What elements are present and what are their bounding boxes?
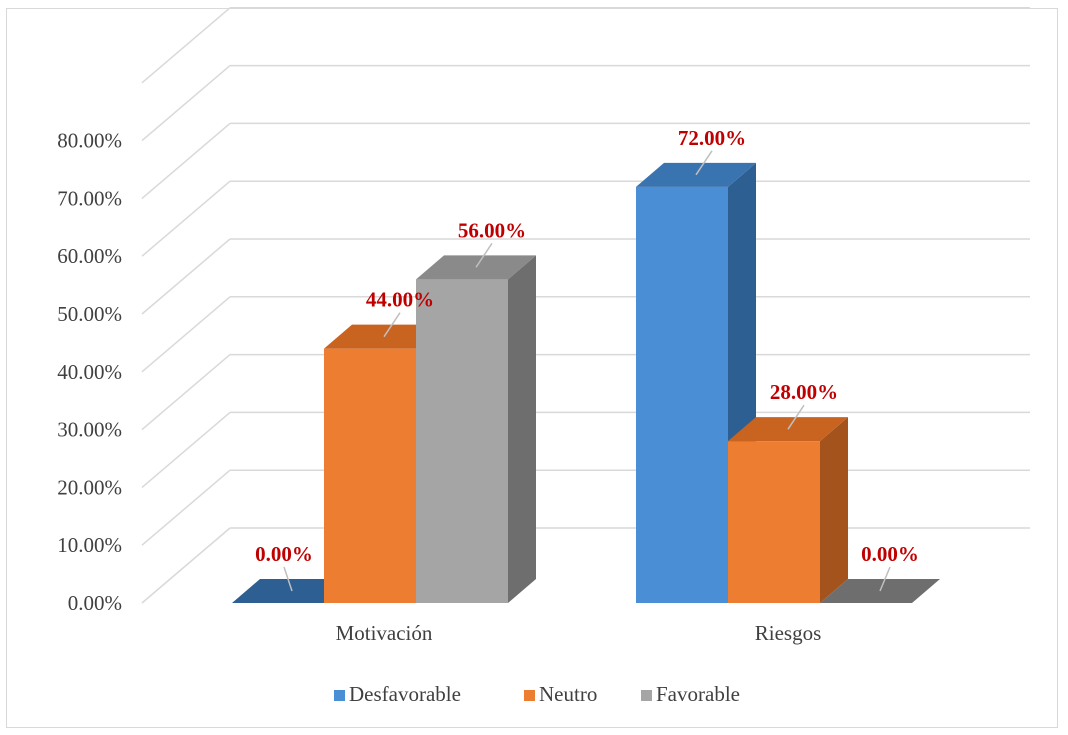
y-tick-label: 20.00%	[57, 475, 122, 499]
data-label: 44.00%	[366, 288, 434, 312]
legend-swatch	[524, 690, 535, 701]
legend-swatch	[641, 690, 652, 701]
bar-side	[820, 417, 848, 603]
x-axis: Motivación Riesgos	[336, 621, 822, 645]
wall-gridline	[141, 7, 231, 84]
bar-neutro-1	[728, 417, 848, 603]
wall-gridline	[141, 527, 231, 604]
bar-front	[324, 348, 416, 603]
data-label: 72.00%	[678, 126, 746, 150]
bars	[232, 162, 940, 603]
leader-line	[879, 566, 891, 592]
leader-line	[695, 150, 713, 176]
bar-favorable-0	[416, 255, 536, 603]
leader-line	[475, 242, 493, 268]
y-axis: 0.00% 10.00% 20.00% 30.00% 40.00% 50.00% 60.00…	[57, 129, 122, 615]
data-label: 56.00%	[458, 218, 526, 242]
legend-item-neutro: Neutro	[524, 682, 597, 706]
y-tick-label: 70.00%	[57, 186, 122, 210]
wall-gridline	[141, 354, 231, 431]
legend-item-desfavorable: Desfavorable	[334, 682, 461, 706]
y-tick-label: 60.00%	[57, 244, 122, 268]
legend-swatch	[334, 690, 345, 701]
y-tick-label: 10.00%	[57, 533, 122, 557]
y-tick-label: 80.00%	[57, 129, 122, 153]
legend: Desfavorable Neutro Favorable	[334, 682, 740, 706]
legend-item-favorable: Favorable	[641, 682, 740, 706]
legend-label: Favorable	[656, 682, 740, 706]
bar-front	[636, 186, 728, 603]
data-labels: 0.00% 44.00% 56.00% 72.00% 28.00% 0.00%	[255, 126, 919, 566]
y-tick-label: 40.00%	[57, 360, 122, 384]
legend-label: Neutro	[539, 682, 597, 706]
wall-gridline	[141, 411, 231, 488]
wall-gridline	[141, 469, 231, 546]
data-label: 0.00%	[255, 542, 313, 566]
bar-front	[728, 441, 820, 603]
depth-wall	[141, 7, 231, 604]
bar-side	[508, 255, 536, 603]
y-tick-label: 30.00%	[57, 418, 122, 442]
x-category-label: Riesgos	[755, 621, 822, 645]
wall-gridline	[141, 65, 231, 142]
y-tick-label: 0.00%	[68, 591, 122, 615]
wall-gridline	[141, 296, 231, 373]
leader-line	[787, 404, 805, 430]
wall-gridline	[141, 238, 231, 315]
data-label: 0.00%	[861, 542, 919, 566]
bar-front	[416, 279, 508, 603]
wall-gridline	[141, 122, 231, 199]
wall-gridline	[141, 180, 231, 257]
leader-line	[383, 312, 401, 338]
data-label: 28.00%	[770, 380, 838, 404]
y-tick-label: 50.00%	[57, 302, 122, 326]
label-leader-lines	[283, 150, 891, 592]
x-category-label: Motivación	[336, 621, 433, 645]
legend-label: Desfavorable	[349, 682, 461, 706]
leader-line	[283, 566, 293, 592]
